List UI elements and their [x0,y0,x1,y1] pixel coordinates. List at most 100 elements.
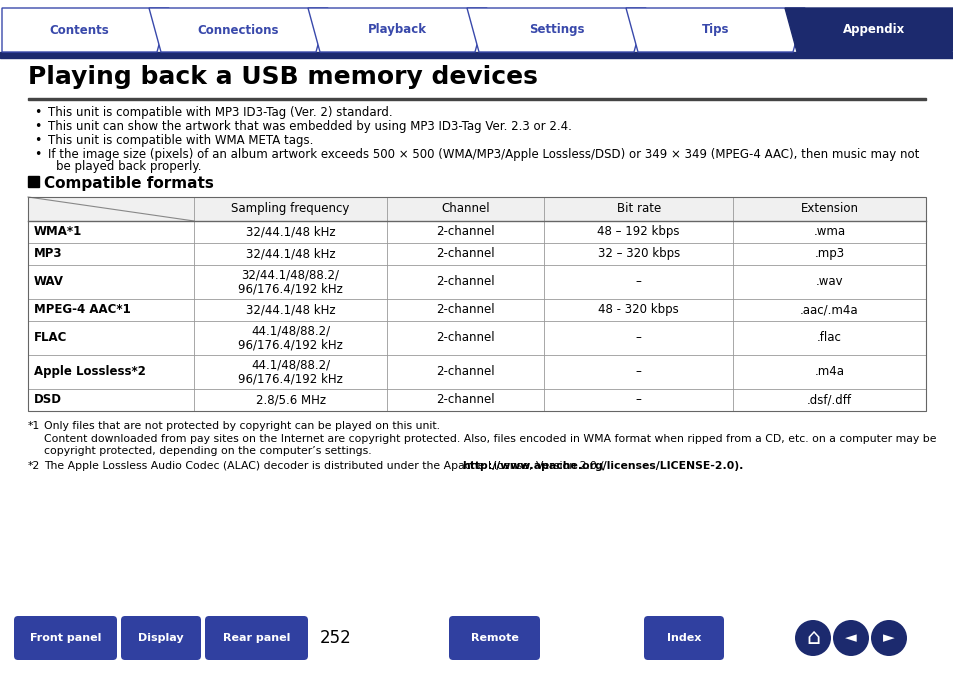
Text: Compatible formats: Compatible formats [44,176,213,191]
Text: 48 – 192 kbps: 48 – 192 kbps [597,225,679,238]
Text: ►: ► [882,631,894,645]
Text: 44.1/48/88.2/: 44.1/48/88.2/ [251,324,330,337]
Text: .m4a: .m4a [814,365,843,378]
Text: Playing back a USB memory devices: Playing back a USB memory devices [28,65,537,89]
Text: 2-channel: 2-channel [436,332,495,345]
Text: *1: *1 [28,421,40,431]
Bar [28,176,39,187]
Text: MP3: MP3 [34,248,63,260]
Polygon shape [149,8,328,52]
Bar [28,98,925,100]
Text: •: • [34,106,41,119]
Text: This unit is compatible with WMA META tags.: This unit is compatible with WMA META ta… [48,134,313,147]
Text: be played back properly.: be played back properly. [56,160,201,173]
Circle shape [870,620,906,656]
Text: 96/176.4/192 kHz: 96/176.4/192 kHz [238,339,343,352]
Bar [0,52,953,58]
Text: .flac: .flac [816,332,841,345]
Text: Only files that are not protected by copyright can be played on this unit.: Only files that are not protected by cop… [44,421,439,431]
Text: *2: *2 [28,461,40,471]
Text: –: – [635,332,641,345]
Text: Connections: Connections [197,24,279,36]
Polygon shape [467,8,645,52]
Text: This unit is compatible with MP3 ID3-Tag (Ver. 2) standard.: This unit is compatible with MP3 ID3-Tag… [48,106,393,119]
FancyBboxPatch shape [449,616,539,660]
Text: DSD: DSD [34,394,62,406]
Text: 252: 252 [320,629,352,647]
Text: Rear panel: Rear panel [223,633,290,643]
Text: –: – [635,394,641,406]
Text: Appendix: Appendix [842,24,904,36]
Text: Sampling frequency: Sampling frequency [232,203,350,215]
Bar [28,197,925,411]
Text: –: – [635,365,641,378]
Bar [28,265,925,299]
Text: 32/44.1/48/88.2/: 32/44.1/48/88.2/ [241,268,339,281]
Text: .wma: .wma [813,225,844,238]
Text: 2-channel: 2-channel [436,275,495,289]
Text: .wav: .wav [815,275,842,289]
Text: Tips: Tips [701,24,728,36]
Circle shape [794,620,830,656]
FancyBboxPatch shape [121,616,201,660]
Text: Channel: Channel [441,203,490,215]
Text: .dsf/.dff: .dsf/.dff [806,394,851,406]
Text: 2.8/5.6 MHz: 2.8/5.6 MHz [255,394,325,406]
FancyBboxPatch shape [14,616,117,660]
FancyBboxPatch shape [643,616,723,660]
Text: FLAC: FLAC [34,332,68,345]
Circle shape [832,620,868,656]
Text: 2-channel: 2-channel [436,248,495,260]
Bar [28,321,925,355]
Text: Remote: Remote [470,633,517,643]
Bar [28,221,925,243]
Polygon shape [625,8,804,52]
Polygon shape [2,8,169,52]
Text: copyright protected, depending on the computer’s settings.: copyright protected, depending on the co… [44,446,372,456]
Text: .aac/.m4a: .aac/.m4a [800,304,858,316]
Text: Apple Lossless*2: Apple Lossless*2 [34,365,146,378]
Text: MPEG-4 AAC*1: MPEG-4 AAC*1 [34,304,131,316]
Bar [28,197,925,221]
Text: 2-channel: 2-channel [436,394,495,406]
Text: WAV: WAV [34,275,64,289]
Text: •: • [34,120,41,133]
Text: 2-channel: 2-channel [436,225,495,238]
FancyBboxPatch shape [205,616,308,660]
Text: 32/44.1/48 kHz: 32/44.1/48 kHz [246,225,335,238]
Text: 32 – 320 kbps: 32 – 320 kbps [597,248,679,260]
Text: 48 - 320 kbps: 48 - 320 kbps [598,304,679,316]
Text: Index: Index [666,633,700,643]
Text: .mp3: .mp3 [814,248,843,260]
Text: Content downloaded from pay sites on the Internet are copyright protected. Also,: Content downloaded from pay sites on the… [44,434,936,444]
Text: Settings: Settings [528,24,583,36]
Text: –: – [635,275,641,289]
Bar [28,389,925,411]
Text: This unit can show the artwork that was embedded by using MP3 ID3-Tag Ver. 2.3 o: This unit can show the artwork that was … [48,120,571,133]
Text: Display: Display [138,633,184,643]
Polygon shape [784,8,953,52]
Text: Playback: Playback [368,24,427,36]
Text: WMA*1: WMA*1 [34,225,82,238]
Bar [28,243,925,265]
Text: 32/44.1/48 kHz: 32/44.1/48 kHz [246,304,335,316]
Bar [28,355,925,389]
Text: Bit rate: Bit rate [616,203,660,215]
Text: ◄: ◄ [844,631,856,645]
Text: Extension: Extension [800,203,858,215]
Text: 96/176.4/192 kHz: 96/176.4/192 kHz [238,373,343,386]
Text: 2-channel: 2-channel [436,304,495,316]
Text: If the image size (pixels) of an album artwork exceeds 500 × 500 (WMA/MP3/Apple : If the image size (pixels) of an album a… [48,148,919,161]
Text: The Apple Lossless Audio Codec (ALAC) decoder is distributed under the Apache Li: The Apple Lossless Audio Codec (ALAC) de… [44,461,604,471]
Text: ⌂: ⌂ [805,628,820,648]
Text: Front panel: Front panel [30,633,101,643]
Text: 44.1/48/88.2/: 44.1/48/88.2/ [251,358,330,371]
Text: 2-channel: 2-channel [436,365,495,378]
Bar [28,299,925,321]
Text: Contents: Contents [50,24,110,36]
Text: •: • [34,148,41,161]
Text: 32/44.1/48 kHz: 32/44.1/48 kHz [246,248,335,260]
Polygon shape [308,8,486,52]
Text: http://www.apache.org/licenses/LICENSE-2.0).: http://www.apache.org/licenses/LICENSE-2… [461,461,742,471]
Text: •: • [34,134,41,147]
